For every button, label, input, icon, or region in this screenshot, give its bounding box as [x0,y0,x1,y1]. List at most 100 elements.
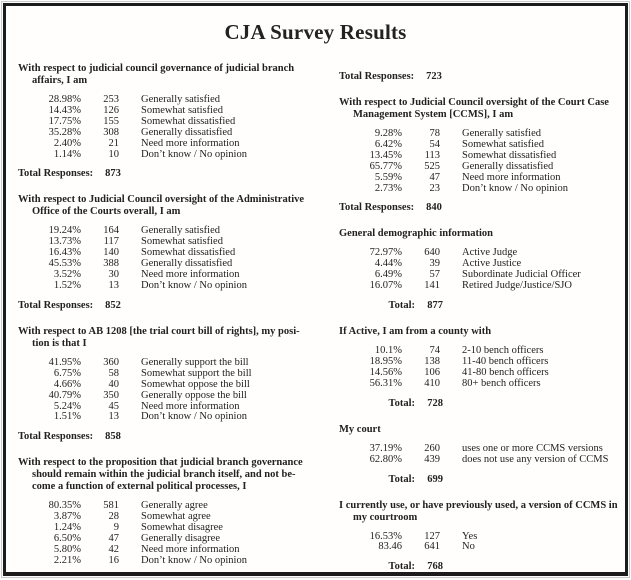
answer-percent: 83.46 [378,541,402,553]
section-heading-line: Management System [CCMS], I am [353,109,514,120]
survey-section: General demographic information 72.97% 640… [339,228,613,311]
answer-percent: 16.43% [48,247,81,259]
answer-count: 525 [424,160,440,172]
answer-label: Somewhat dissatisfied [141,115,236,127]
answer-count: 164 [103,225,119,237]
answer-rows: 41.95% 360 Generally support the bill 6.75%… [18,356,317,423]
section-heading-line: affairs, I am [32,75,88,86]
answer-row: 14.43% 126 Somewhat satisfied [18,104,317,117]
answer-percent: 4.44% [374,258,402,270]
answer-row: 40.79% 350 Generally oppose the bill [18,390,317,402]
section-heading-line: come a function of external political pr… [32,481,247,493]
answer-count: 138 [424,355,440,367]
section-heading-line: my courtroom [353,511,418,523]
answer-percent: 2.21% [53,554,81,566]
answer-label: Active Judge [462,247,518,259]
section-heading-line: tion is that I [32,337,87,349]
answer-row: 9.28% 78 Generally satisfied [339,128,613,140]
answer-label: Don’t know / No opinion [141,279,247,291]
answer-label: Somewhat disagree [141,522,223,534]
answer-percent: 1.52% [53,279,81,291]
answer-row: 80.35% 581 Generally agree [18,500,317,512]
answer-count: 140 [103,247,119,259]
answer-row: 5.24% 45 Need more information [18,400,317,413]
answer-percent: 19.24% [48,225,81,237]
answer-rows: 9.28% 78 Generally satisfied 6.42% 54 Somewha… [339,128,613,195]
section-heading: With respect to the proposition that jud… [18,457,317,493]
answer-count: 13 [108,411,120,423]
answer-row: 3.87% 28 Somewhat agree [18,511,317,523]
section-heading: With respect to AB 1208 [the trial court… [18,326,317,350]
answer-count: 106 [424,366,440,378]
answer-count: 360 [103,356,119,368]
section-heading: With respect to Judicial Council oversig… [18,194,317,218]
total-label: Total: [388,300,415,312]
answer-label: Generally support the bill [141,356,249,368]
answer-count: 47 [108,533,120,545]
answer-label: Subordinate Judicial Officer [462,269,581,281]
answer-row: 13.73% 117 Somewhat satisfied [18,236,317,248]
answer-count: 47 [429,171,441,183]
answer-percent: 4.66% [53,378,81,390]
answer-row: 83.46 641 No [339,542,613,553]
answer-percent: 6.75% [53,367,81,379]
section-heading-line: With respect to judicial council governa… [18,63,295,74]
answer-rows: 10.1% 74 2-10 bench officers 18.95% 138 11-40… [339,345,613,390]
answer-row: 18.95% 138 11-40 bench officers [339,355,613,368]
answer-label: Need more information [141,269,240,281]
answer-row: 16.43% 140 Somewhat dissatisfied [18,247,317,259]
answer-percent: 65.77% [369,160,402,172]
total-value: 873 [105,168,121,180]
answer-percent: 10.1% [374,345,402,357]
answer-count: 126 [103,104,119,116]
answer-label: Active Justice [462,258,522,270]
answer-label: Retired Judge/Justice/SJO [462,280,572,292]
answer-count: 10 [108,148,120,160]
answer-percent: 1.51% [53,411,81,423]
answer-count: 42 [108,543,120,555]
total-value: 840 [426,202,442,214]
answer-percent: 5.59% [374,171,402,183]
total-label: Total: [388,397,415,409]
answer-percent: 45.53% [48,258,81,270]
answer-row: 2.73% 23 Don’t know / No opinion [339,182,613,195]
answer-percent: 16.07% [369,280,402,292]
answer-label: Need more information [141,400,240,412]
answer-percent: 2.73% [374,182,402,194]
answer-row: 13.45% 113 Somewhat dissatisfied [339,150,613,162]
answer-label: Somewhat satisfied [141,236,223,248]
answer-percent: 16.53% [369,530,402,542]
answer-percent: 56.31% [369,377,402,389]
answer-count: 253 [103,94,119,105]
answer-count: 16 [108,554,120,566]
answer-rows: 72.97% 640 Active Judge 4.44% 39 Active Justi… [339,248,613,292]
answer-percent: 6.49% [374,269,402,281]
total-row: Total: 728 [339,398,613,409]
answer-count: 439 [424,453,440,465]
total-row: Total: 699 [339,474,613,485]
answer-rows: 19.24% 164 Generally satisfied 13.73% 117 Som… [18,226,317,291]
answer-rows: 37.19% 260 uses one or more CCMS versions 6… [339,443,613,466]
total-label: Total Responses: [339,71,415,82]
answer-count: 57 [429,269,441,281]
answer-label: 2-10 bench officers [462,345,544,357]
answer-count: 13 [108,279,120,291]
answer-label: Need more information [141,137,240,149]
answer-label: Somewhat oppose the bill [141,378,250,390]
section-heading-line: With respect to Judicial Council oversig… [18,194,305,206]
answer-count: 141 [424,280,440,292]
section-heading: With respect to Judicial Council oversig… [339,97,613,121]
answer-row: 1.14% 10 Don’t know / No opinion [18,148,317,161]
answer-label: Generally satisfied [141,94,221,105]
answer-percent: 14.56% [369,366,402,378]
answer-count: 23 [429,182,441,194]
answer-row: 2.21% 16 Don’t know / No opinion [18,554,317,567]
section-heading-line: Office of the Courts overall, I am [32,206,181,218]
answer-label: Generally dissatisfied [462,160,554,172]
answer-percent: 72.97% [369,247,402,259]
total-value: 768 [427,561,443,573]
answer-percent: 5.24% [53,400,81,412]
total-label: Total: [388,473,415,485]
survey-section: With respect to judicial council governa… [18,63,317,179]
answer-row: 72.97% 640 Active Judge [339,248,613,259]
